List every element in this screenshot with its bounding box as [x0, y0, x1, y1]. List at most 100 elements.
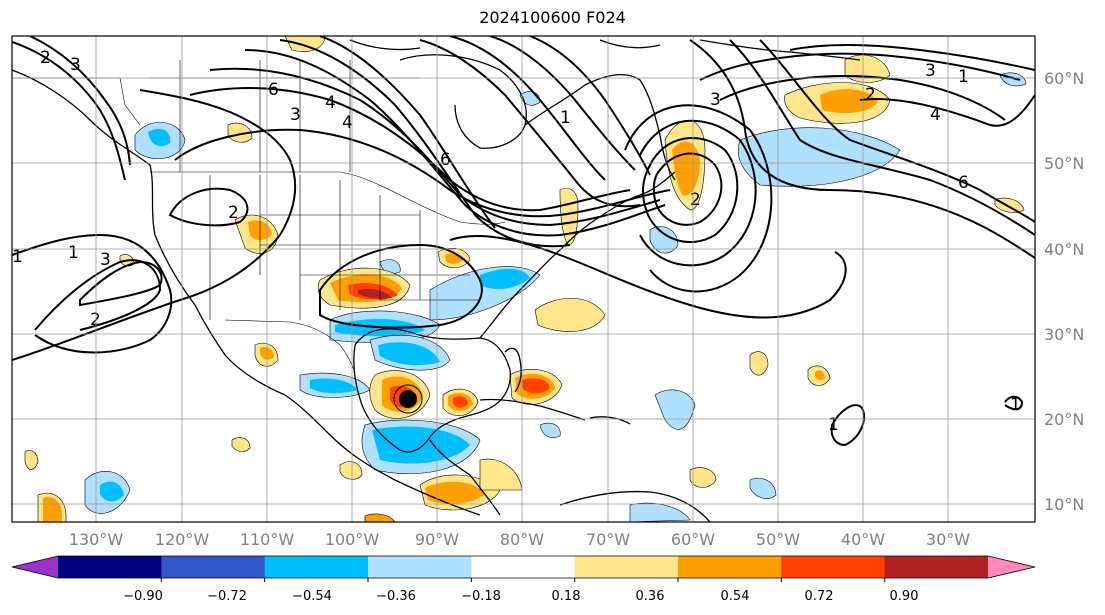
shade-lightblue: [737, 127, 901, 187]
shade-lightblue: [654, 389, 696, 430]
shade-blue: [480, 268, 530, 290]
shade-yellow: [749, 351, 769, 376]
contour-line: [12, 89, 297, 361]
lon-label: 30°W: [926, 530, 970, 549]
contour-line: [244, 49, 666, 237]
contour-label: 2: [865, 85, 876, 105]
contour-line: [189, 87, 631, 212]
colorbar-segment: [58, 556, 162, 578]
coast-gulf-mexico: [353, 328, 511, 453]
contour-line: [449, 36, 606, 181]
colorbar-segment: [368, 556, 472, 578]
shade-orange: [815, 370, 825, 381]
shade-red: [522, 378, 550, 394]
map-frame: [11, 35, 1036, 523]
lon-label: 110°W: [240, 530, 295, 549]
shade-lightblue: [539, 422, 561, 438]
lon-label: 40°W: [841, 530, 885, 549]
shade-yellow: [689, 467, 717, 488]
shade-orange: [43, 497, 62, 522]
colorbar-tick-label: 0.72: [805, 589, 834, 604]
gridlines: [12, 36, 1035, 522]
contour-label: 1: [958, 67, 969, 87]
storm-ring: [393, 384, 423, 414]
lon-label: 130°W: [69, 530, 124, 549]
contour-line: [489, 36, 636, 171]
shade-yellow: [339, 461, 363, 480]
contour-label: 4: [930, 105, 941, 125]
contour-line: [449, 234, 847, 319]
contour-label: 3: [70, 55, 81, 75]
colorbar-tick-label: −0.18: [461, 589, 501, 604]
lat-label: 10°N: [1044, 495, 1084, 514]
contour-label: 4: [325, 93, 336, 113]
shade-darkred: [358, 288, 392, 299]
shade-yellow: [364, 513, 396, 522]
shade-blue: [310, 378, 358, 394]
colorbar-segment: [471, 556, 576, 578]
coast-florida: [504, 347, 522, 393]
contour-label: 3: [290, 105, 301, 125]
contour-label: 2: [40, 48, 51, 68]
lat-label: 40°N: [1044, 240, 1084, 259]
lon-label: 80°W: [500, 530, 544, 549]
border-canada-provinces: [150, 60, 420, 172]
colorbar: [11, 555, 1036, 582]
lon-label: 70°W: [586, 530, 630, 549]
contour-labels: 1 2 3 4 6 1 2 3 4 6 1 2 3 1 2 3 1 2 3 4 …: [12, 48, 1021, 435]
map-title: 2024100600 F024: [479, 8, 626, 27]
shade-yellow: [227, 122, 253, 143]
map-layer: 1 2 3 4 6 1 2 3 4 6 1 2 3 1 2 3 1 2 3 4 …: [12, 36, 1035, 522]
contour-label: 1: [828, 415, 839, 435]
colorbar-tick-label: −0.90: [123, 589, 163, 604]
lat-label: 60°N: [1044, 69, 1084, 88]
shaded-fields: [24, 36, 1027, 522]
colorbar-segment: [884, 556, 989, 578]
contour-label: 1: [12, 247, 23, 267]
lon-label: 90°W: [415, 530, 459, 549]
colorbar-tick-label: −0.72: [207, 589, 247, 604]
shade-blue: [148, 128, 171, 147]
coast-cuba: [479, 398, 586, 421]
coast-hispaniola: [589, 416, 631, 425]
contour-label: 2: [690, 190, 701, 210]
shade-red: [453, 396, 468, 408]
colorbar-tick-label: −0.36: [376, 589, 416, 604]
colorbar-segment: [161, 556, 266, 578]
colorbar-tick-labels: −0.90 −0.72 −0.54 −0.36 −0.18 0.18 0.36 …: [123, 589, 918, 604]
shade-yellow: [534, 297, 606, 332]
shade-lightblue: [649, 226, 679, 254]
coast-south-america: [559, 490, 711, 522]
contour-line: [652, 152, 723, 226]
contour-line: [174, 128, 671, 218]
shade-lightblue: [749, 477, 777, 499]
colorbar-tick-label: 0.18: [552, 589, 581, 604]
contour-label: 1: [68, 243, 79, 263]
shade-orange: [425, 481, 485, 504]
contour-line: [12, 41, 126, 181]
contour-label: 2: [90, 310, 101, 330]
contour-label: 4: [342, 113, 353, 133]
colorbar-extend-low: [12, 556, 58, 578]
storm-center-dot: [399, 390, 417, 408]
contour-line: [168, 187, 249, 227]
lat-label: 30°N: [1044, 325, 1084, 344]
contour-line: [624, 104, 773, 293]
latitude-labels: 60°N 50°N 40°N 30°N 20°N 10°N: [1044, 69, 1084, 514]
coast-arctic-islands: [349, 39, 661, 51]
colorbar-segment: [781, 556, 886, 578]
longitude-labels: 130°W 120°W 110°W 100°W 90°W 80°W 70°W 6…: [69, 530, 970, 549]
coast-labrador: [524, 73, 676, 181]
shade-orange: [820, 89, 878, 114]
contour-label: 6: [958, 173, 969, 193]
colorbar-segment: [264, 556, 369, 578]
contour-line: [79, 260, 163, 307]
contour-line: [719, 75, 1006, 121]
contour-label: 1: [1010, 395, 1021, 415]
lat-label: 20°N: [1044, 410, 1084, 429]
colorbar-tick-label: 0.36: [636, 589, 665, 604]
contour-line: [689, 39, 1035, 259]
contour-line: [789, 44, 1035, 71]
contour-line: [699, 52, 1021, 81]
